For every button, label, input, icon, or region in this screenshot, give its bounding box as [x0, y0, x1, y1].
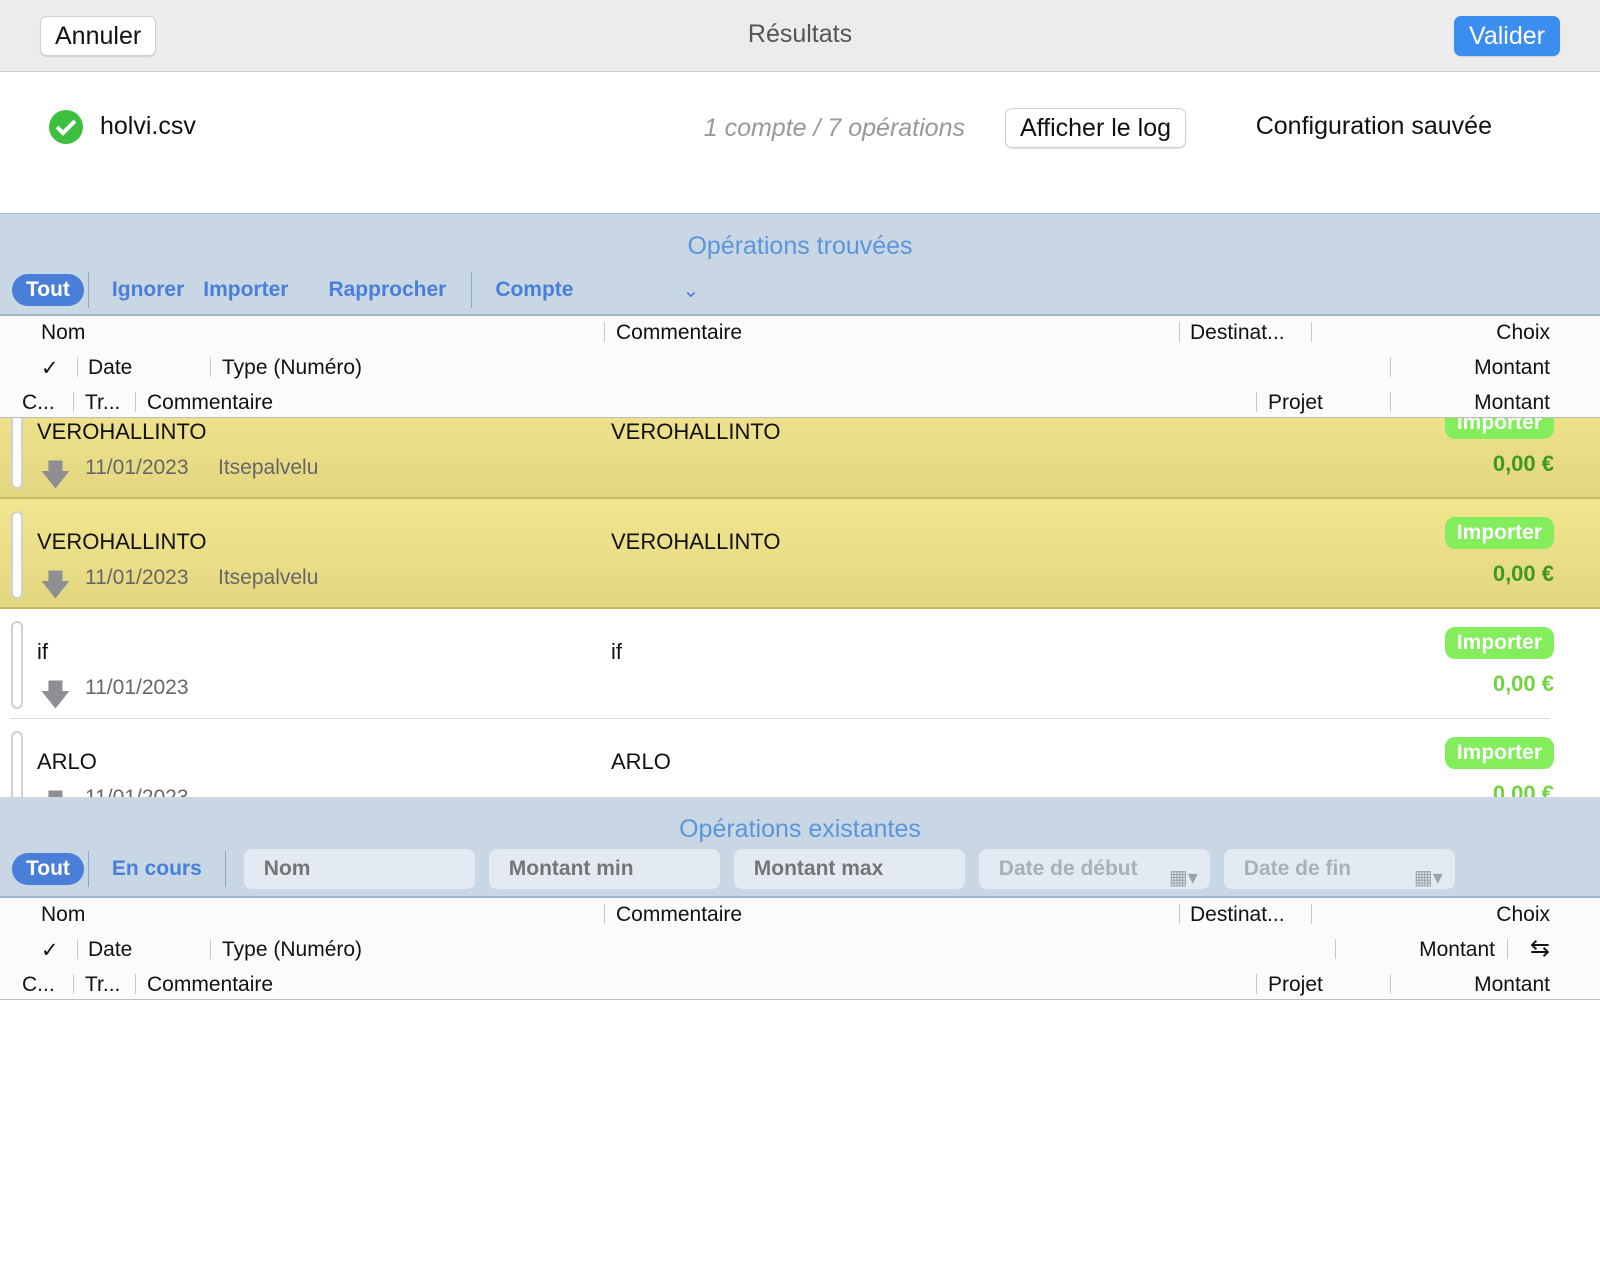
min-amount-input[interactable]: [488, 849, 720, 889]
operation-row[interactable]: VEROHALLINTO VEROHALLINTO 🡇 11/01/2023 I…: [0, 499, 1600, 609]
divider: [471, 272, 473, 308]
row-nom: ARLO: [37, 749, 97, 774]
col-choix[interactable]: Choix: [1496, 321, 1550, 344]
row-type: Itsepalvelu: [218, 456, 319, 479]
row-nom: VEROHALLINTO: [37, 419, 207, 444]
importer-badge[interactable]: Importer: [1444, 517, 1554, 549]
row-date: 11/01/2023: [85, 456, 189, 479]
swap-arrows-icon[interactable]: ⇆: [1529, 935, 1550, 962]
col-c[interactable]: C...: [22, 391, 55, 414]
name-filter-input[interactable]: [243, 849, 475, 889]
found-operations-list[interactable]: VEROHALLINTO VEROHALLINTO 🡇 11/01/2023 I…: [0, 418, 1600, 797]
row-nom: VEROHALLINTO: [37, 529, 207, 554]
col-montant[interactable]: Montant: [1474, 356, 1550, 379]
filter-ignore[interactable]: Ignorer: [111, 278, 185, 301]
col-tr[interactable]: Tr...: [85, 973, 121, 996]
section-title: Opérations trouvées: [687, 232, 913, 260]
filter-reconcile[interactable]: Rapprocher: [328, 278, 447, 301]
row-checkbox[interactable]: [11, 621, 23, 709]
col-nom[interactable]: Nom: [41, 321, 86, 344]
row-date: 11/01/2023: [85, 566, 189, 589]
found-column-headers: Nom Commentaire Destinat... Choix ✓ Date…: [0, 316, 1600, 418]
importer-badge[interactable]: Importer: [1444, 418, 1554, 439]
show-log-button[interactable]: Afficher le log: [1004, 108, 1186, 148]
toolbar: Annuler Résultats Valider: [0, 0, 1600, 72]
filter-import[interactable]: Importer: [203, 278, 289, 301]
row-date: 11/01/2023: [85, 786, 189, 797]
divider: [87, 272, 89, 308]
col-date[interactable]: Date: [88, 356, 133, 379]
row-amount: 0,00 €: [1492, 451, 1554, 476]
row-commentaire: ARLO: [611, 749, 671, 774]
col-tr[interactable]: Tr...: [85, 391, 121, 414]
col-montant-2[interactable]: Montant: [1474, 973, 1550, 996]
cancel-button[interactable]: Annuler: [40, 16, 157, 56]
section-title: Opérations existantes: [679, 815, 921, 843]
row-date: 11/01/2023: [85, 676, 189, 699]
col-commentaire[interactable]: Commentaire: [616, 321, 743, 344]
validate-button[interactable]: Valider: [1454, 16, 1560, 56]
col-commentaire-2[interactable]: Commentaire: [147, 391, 274, 414]
row-amount: 0,00 €: [1492, 781, 1554, 797]
import-info: holvi.csv 1 compte / 7 opérations Affich…: [0, 72, 1600, 214]
row-checkbox[interactable]: [11, 511, 23, 599]
col-choix[interactable]: Choix: [1496, 903, 1550, 926]
divider: [224, 851, 226, 887]
start-date-input[interactable]: Date de début ▦▾: [978, 849, 1210, 889]
row-nom: if: [37, 639, 48, 664]
calendar-icon[interactable]: ▦▾: [1168, 867, 1198, 889]
filter-account[interactable]: Compte: [495, 278, 574, 301]
arrow-down-icon: 🡇: [40, 569, 71, 602]
importer-badge[interactable]: Importer: [1444, 737, 1554, 769]
col-nom[interactable]: Nom: [41, 903, 86, 926]
operation-row[interactable]: if if 🡇 11/01/2023 Importer 0,00 €: [0, 609, 1600, 719]
row-commentaire: VEROHALLINTO: [611, 419, 781, 444]
summary-text: 1 compte / 7 opérations: [703, 114, 965, 142]
arrow-down-icon: 🡇: [40, 459, 71, 492]
col-projet[interactable]: Projet: [1268, 391, 1323, 414]
window-title: Résultats: [747, 20, 853, 48]
row-checkbox[interactable]: [11, 731, 23, 797]
col-projet[interactable]: Projet: [1268, 973, 1323, 996]
col-type[interactable]: Type (Numéro): [222, 356, 363, 379]
row-amount: 0,00 €: [1492, 561, 1554, 586]
row-amount: 0,00 €: [1492, 671, 1554, 696]
importer-badge[interactable]: Importer: [1444, 627, 1554, 659]
col-date[interactable]: Date: [88, 938, 133, 961]
end-date-input[interactable]: Date de fin ▦▾: [1223, 849, 1455, 889]
operation-row[interactable]: ARLO ARLO 🡇 11/01/2023 Importer 0,00 €: [0, 719, 1600, 797]
col-commentaire[interactable]: Commentaire: [616, 903, 743, 926]
operation-row[interactable]: VEROHALLINTO VEROHALLINTO 🡇 11/01/2023 I…: [0, 418, 1600, 499]
row-checkbox[interactable]: [11, 418, 23, 489]
calendar-icon[interactable]: ▦▾: [1413, 867, 1443, 889]
max-amount-input[interactable]: [733, 849, 965, 889]
col-c[interactable]: C...: [22, 973, 55, 996]
col-check[interactable]: ✓: [41, 939, 59, 962]
col-check[interactable]: ✓: [41, 357, 59, 380]
row-commentaire: VEROHALLINTO: [611, 529, 781, 554]
col-montant-2[interactable]: Montant: [1474, 391, 1550, 414]
existing-column-headers: Nom Commentaire Destinat... Choix ✓ Date…: [0, 898, 1600, 1000]
config-status: Configuration sauvée: [1255, 112, 1492, 140]
found-operations-header: Opérations trouvées Tout Ignorer Importe…: [0, 214, 1600, 316]
divider: [87, 851, 89, 887]
row-commentaire: if: [611, 639, 622, 664]
col-type[interactable]: Type (Numéro): [222, 938, 363, 961]
arrow-down-icon: 🡇: [40, 783, 71, 797]
col-destination[interactable]: Destinat...: [1190, 321, 1285, 344]
row-type: Itsepalvelu: [218, 566, 319, 589]
col-montant[interactable]: Montant: [1419, 938, 1495, 961]
filter-pending[interactable]: En cours: [111, 857, 202, 880]
filter-all[interactable]: Tout: [12, 274, 84, 306]
col-destination[interactable]: Destinat...: [1190, 903, 1285, 926]
file-name: holvi.csv: [100, 112, 196, 140]
filter-all[interactable]: Tout: [12, 853, 84, 885]
col-commentaire-2[interactable]: Commentaire: [147, 973, 274, 996]
check-circle-icon: [49, 110, 83, 144]
chevron-down-icon[interactable]: ⌄: [682, 279, 700, 302]
existing-operations-header: Opérations existantes Tout En cours Date…: [0, 797, 1600, 898]
arrow-down-icon: 🡇: [40, 679, 71, 712]
